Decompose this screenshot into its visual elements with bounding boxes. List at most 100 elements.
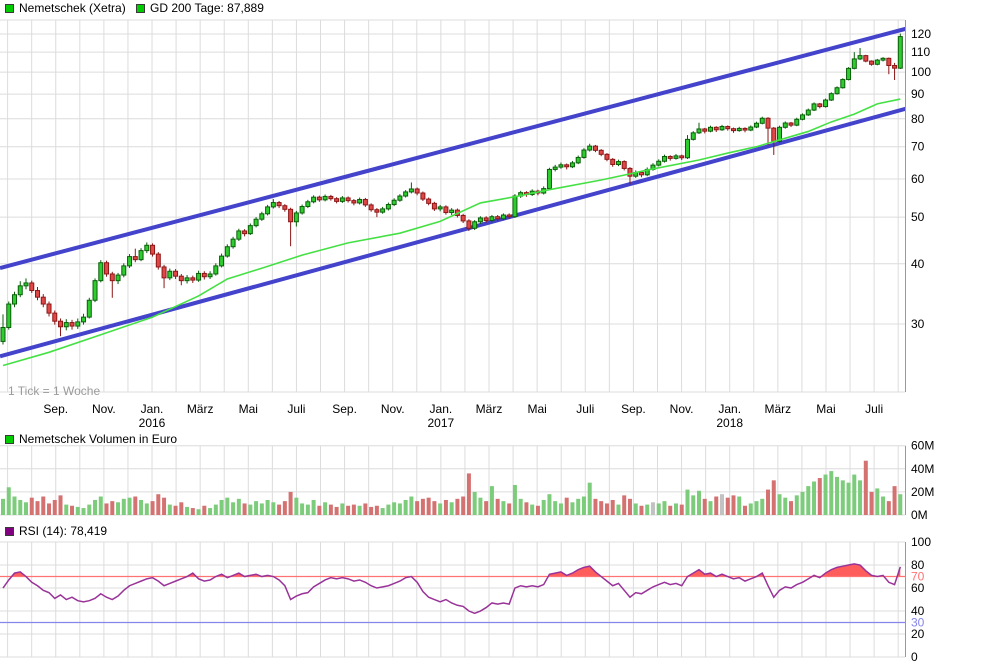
volume-bar: [708, 501, 713, 515]
rsi-tick-label: 80: [911, 558, 925, 572]
candle-body: [115, 274, 121, 282]
month-tick-label: Jan.: [718, 402, 741, 416]
volume-bar: [524, 502, 529, 515]
price-tick-label: 60: [911, 172, 925, 186]
month-tick-label: März: [765, 402, 792, 416]
volume-bar: [725, 497, 730, 515]
volume-bar: [167, 504, 172, 515]
rsi-panel: [0, 563, 905, 624]
volume-bar: [553, 501, 558, 515]
candle-body: [236, 230, 242, 240]
candle-body: [351, 200, 357, 204]
candle-body: [12, 294, 18, 305]
volume-bar: [668, 505, 673, 515]
volume-bar: [41, 496, 46, 515]
candle-body: [155, 253, 161, 268]
volume-bar: [587, 482, 592, 515]
candle-body: [230, 238, 236, 248]
candle-body: [495, 216, 501, 220]
candle-body: [178, 275, 184, 282]
month-tick-label: Sep.: [621, 402, 646, 416]
rsi-overbought-fill: [3, 563, 901, 577]
candle-body: [748, 126, 754, 131]
candle-body: [408, 188, 414, 193]
candle-body: [840, 79, 846, 89]
price-tick-label: 120: [911, 27, 931, 41]
trend-channel-upper-line: [0, 26, 905, 270]
candle-body: [661, 156, 667, 162]
volume-bar: [87, 504, 92, 515]
volume-bar: [662, 501, 667, 515]
candle-body: [92, 280, 98, 301]
volume-bar: [863, 460, 868, 515]
volume-bar: [64, 504, 69, 515]
rsi-tick-label: 0: [911, 650, 918, 664]
candle-body: [265, 206, 271, 215]
volume-bar: [380, 508, 385, 515]
volume-bar: [627, 498, 632, 515]
volume-bar: [300, 503, 305, 515]
candle-body: [207, 273, 213, 278]
candle-body: [391, 199, 397, 206]
candle-body: [161, 266, 167, 279]
volume-bar: [507, 503, 512, 515]
volume-bar: [24, 502, 29, 515]
candle-body: [58, 320, 64, 328]
candle-body: [138, 250, 144, 261]
candle-body: [276, 202, 282, 207]
price-series-swatch-icon: [5, 4, 14, 13]
volume-tick-label: 40M: [911, 462, 934, 476]
volume-bar: [869, 491, 874, 515]
volume-bar: [898, 494, 903, 515]
volume-bar: [271, 502, 276, 515]
candle-body: [173, 270, 179, 277]
volume-bar: [248, 504, 253, 515]
candle-body: [242, 230, 248, 235]
volume-bar: [639, 505, 644, 515]
volume-bar: [144, 503, 149, 515]
volume-bar: [369, 506, 374, 515]
candle-body: [506, 214, 512, 218]
candle-body: [466, 220, 472, 229]
volume-bar: [415, 501, 420, 515]
month-tick-label: März: [476, 402, 503, 416]
candle-body: [374, 209, 380, 213]
volume-bar: [420, 498, 425, 515]
candle-body: [771, 127, 777, 142]
rsi-tick-label: 100: [911, 535, 931, 549]
volume-bar: [294, 497, 299, 515]
volume-bar: [806, 486, 811, 515]
volume-bar: [213, 504, 218, 515]
candle-body: [46, 303, 52, 314]
volume-bar: [242, 503, 247, 515]
month-tick-label: Sep.: [43, 402, 68, 416]
volume-bar: [47, 503, 52, 515]
candle-body: [598, 149, 604, 155]
price-series-legend: Nemetschek (Xetra): [5, 2, 126, 14]
candle-body: [754, 122, 760, 128]
volume-bar: [737, 496, 742, 515]
candle-body: [615, 161, 621, 165]
volume-bar: [484, 501, 489, 515]
candle-body: [144, 244, 150, 252]
candle-body: [736, 127, 742, 132]
volume-bar: [432, 501, 437, 515]
volume-bar: [535, 505, 540, 515]
volume-bar: [886, 501, 891, 515]
candle-body: [679, 155, 685, 159]
month-tick-label: Nov.: [381, 402, 405, 416]
volume-bar: [892, 486, 897, 515]
volume-bar: [196, 509, 201, 515]
tick-interval-note: 1 Tick = 1 Woche: [8, 384, 101, 398]
volume-bar: [702, 498, 707, 515]
candle-body: [311, 196, 317, 203]
year-tick-label: 2018: [716, 416, 743, 430]
rsi-line: [2, 563, 902, 615]
axis-labels: 304050607080901001101200M20M40M60M020304…: [43, 27, 934, 664]
volume-bar: [52, 499, 57, 515]
candle-body: [800, 114, 806, 120]
rsi-tick-label: 20: [911, 627, 925, 641]
volume-bar: [789, 501, 794, 515]
candle-body: [201, 272, 207, 278]
